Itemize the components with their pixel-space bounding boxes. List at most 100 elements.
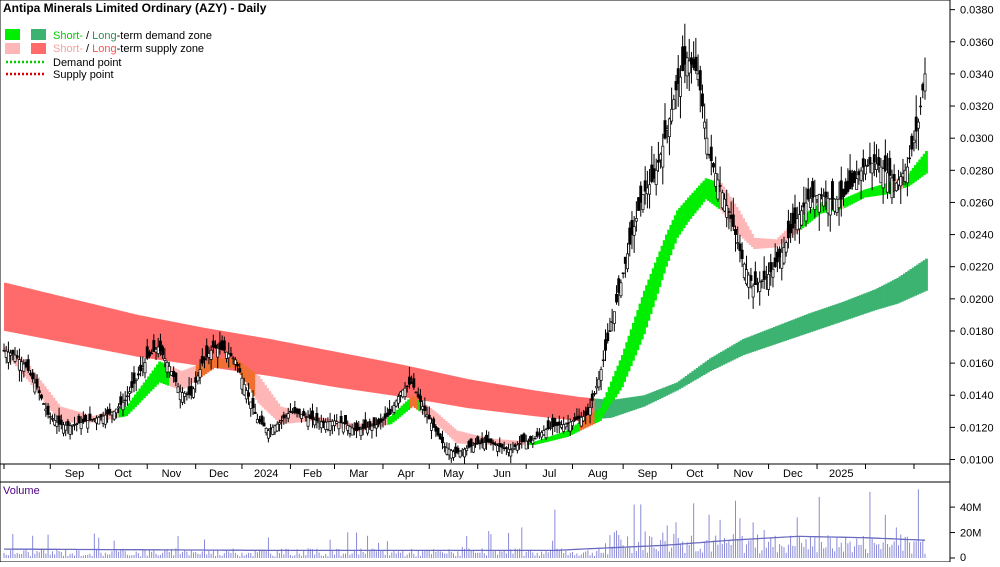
short-term-zone-strip <box>250 370 254 393</box>
short-term-zone-strip <box>640 297 644 340</box>
long-term-zone-strip <box>678 380 682 390</box>
long-term-zone-strip <box>623 398 627 414</box>
short-term-zone-strip <box>125 406 129 417</box>
short-term-zone-strip <box>874 186 878 197</box>
short-term-zone-strip <box>656 257 660 294</box>
long-term-zone-strip <box>557 393 560 419</box>
candle-body <box>359 428 363 437</box>
candle-body <box>789 223 793 234</box>
short-term-zone-strip <box>878 185 882 196</box>
short-term-zone-strip <box>70 409 73 423</box>
short-term-zone-strip <box>858 191 862 200</box>
long-term-zone-strip <box>140 315 144 358</box>
short-term-zone-strip <box>891 180 895 192</box>
long-term-zone-strip <box>640 395 644 408</box>
short-term-zone-strip <box>742 218 746 239</box>
y-tick-label: 0.0300 <box>960 133 994 145</box>
short-term-zone-strip <box>195 365 199 380</box>
long-term-zone-strip <box>891 280 895 305</box>
short-term-zone-strip <box>629 329 633 366</box>
candle-body <box>117 406 121 409</box>
short-term-zone-strip <box>321 417 325 424</box>
short-term-zone-strip <box>689 195 693 219</box>
long-term-zone-strip <box>266 338 270 376</box>
short-term-zone-strip <box>673 215 677 244</box>
long-term-zone-strip <box>252 336 256 374</box>
long-term-zone-strip <box>61 296 65 343</box>
long-term-zone-strip <box>854 296 858 317</box>
long-term-zone-strip <box>202 327 206 367</box>
volume-panel-title: Volume <box>3 485 40 497</box>
short-term-zone-strip <box>702 180 706 203</box>
short-term-zone-strip <box>63 407 67 423</box>
long-term-zone-strip <box>847 299 851 320</box>
short-term-zone-strip <box>781 233 785 243</box>
short-term-zone-strip <box>264 385 267 410</box>
short-term-zone-strip <box>228 358 232 368</box>
long-term-zone-strip <box>352 355 356 390</box>
candle-body <box>493 443 497 446</box>
legend-supply-zone-text: Short- / Long-term supply zone <box>53 43 204 55</box>
candle-body <box>355 422 358 431</box>
short-term-zone-strip <box>382 417 386 426</box>
long-term-zone-strip <box>264 338 267 376</box>
y-tick-label: 0.0200 <box>960 294 994 306</box>
candle-body <box>236 364 240 367</box>
short-term-zone-strip <box>620 355 624 388</box>
short-term-zone-strip <box>244 365 248 383</box>
long-term-zone-strip <box>391 363 395 396</box>
long-term-zone-strip <box>717 353 721 367</box>
candle-body <box>637 197 641 211</box>
long-term-zone-strip <box>887 282 891 307</box>
legend-supply-point-text: Supply point <box>53 69 114 81</box>
long-term-zone-strip <box>814 311 818 331</box>
long-term-zone-strip <box>546 392 549 418</box>
short-term-zone-strip <box>865 188 869 198</box>
candle-body <box>694 56 698 72</box>
long-term-zone-strip <box>122 311 126 355</box>
long-term-zone-strip <box>612 399 616 417</box>
short-term-zone-strip <box>711 180 715 205</box>
candle-body <box>476 436 480 444</box>
long-term-zone-strip <box>523 388 527 416</box>
long-term-zone-strip <box>4 282 7 331</box>
long-term-zone-strip <box>400 364 404 397</box>
short-term-zone-strip <box>665 234 668 267</box>
short-term-zone-strip <box>574 424 578 433</box>
candle-body <box>782 247 786 264</box>
long-term-zone-strip <box>896 277 900 304</box>
candle-body <box>853 171 856 183</box>
candle-body <box>678 76 682 97</box>
short-term-zone-strip <box>700 183 704 205</box>
candle-body <box>88 413 92 421</box>
candle-body <box>667 118 671 138</box>
long-term-zone-strip <box>444 374 448 405</box>
long-term-zone-strip <box>67 298 71 344</box>
short-term-zone-strip <box>790 224 794 237</box>
long-term-zone-strip <box>634 396 638 410</box>
short-term-zone-strip <box>726 193 730 220</box>
candle-body <box>418 395 422 403</box>
short-term-zone-strip <box>180 371 184 391</box>
short-term-zone-strip <box>587 415 591 427</box>
short-term-zone-strip <box>883 183 887 195</box>
candle-body <box>661 145 665 168</box>
long-term-zone-strip <box>105 307 109 351</box>
legend-supply-rest: -term supply zone <box>117 43 204 55</box>
long-term-zone-strip <box>627 397 631 412</box>
candle-body <box>337 421 341 430</box>
long-term-zone-strip <box>916 264 920 295</box>
long-term-zone-strip <box>510 386 514 414</box>
short-term-zone-strip <box>512 440 516 446</box>
long-term-zone-strip <box>561 394 565 420</box>
candle-body <box>912 139 916 144</box>
long-term-zone-strip <box>248 335 252 374</box>
long-term-zone-strip <box>861 294 864 315</box>
short-term-zone-strip <box>750 233 754 247</box>
candle-body <box>304 416 308 418</box>
long-term-zone-strip <box>788 321 792 340</box>
short-term-zone-strip <box>717 182 721 209</box>
candle-body <box>564 423 568 428</box>
short-term-zone-strip <box>601 402 605 418</box>
long-term-zone-strip <box>129 313 133 356</box>
